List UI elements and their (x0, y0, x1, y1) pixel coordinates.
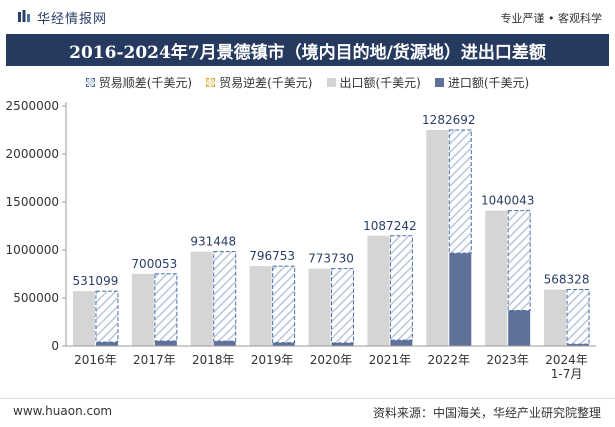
import-bar (95, 342, 118, 346)
export-bar (190, 251, 213, 346)
import-bar (567, 344, 590, 346)
footer: www.huaon.com 资料来源：中国海关，华经产业研究院整理 (0, 398, 615, 427)
surplus-data-label: 931448 (190, 235, 236, 249)
surplus-data-label: 700053 (131, 257, 177, 271)
x-tick-label-line: 2020年 (310, 353, 353, 367)
surplus-data-label: 773730 (308, 252, 354, 266)
x-tick-label-line: 1-7月 (551, 367, 583, 381)
export-bar (367, 235, 390, 346)
slogan: 专业严谨 • 客观科学 (500, 12, 602, 25)
import-bar (154, 341, 177, 346)
y-axis: 0 500000 1000000 1500000 2000000 2500000 (6, 99, 67, 353)
import-bar (449, 253, 472, 346)
bars (72, 129, 590, 346)
x-tick-label-line: 2023年 (486, 353, 529, 367)
x-tick-label-line: 2019年 (251, 353, 294, 367)
export-bar (544, 289, 567, 346)
x-tick-label: 2018年 (192, 353, 235, 367)
legend-swatch-deficit (206, 77, 216, 87)
legend-label-export: 出口额(千美元) (339, 75, 421, 90)
y-tick-label: 1500000 (6, 195, 59, 209)
x-tick-label-line: 2024年 (545, 353, 588, 367)
footer-website: www.huaon.com (13, 404, 113, 418)
import-bar (213, 341, 236, 346)
x-tick-label: 2023年 (486, 353, 529, 367)
surplus-data-label: 1282692 (422, 113, 475, 127)
export-bar (249, 266, 272, 346)
import-bar (331, 342, 354, 346)
x-tick-label-line: 2016年 (74, 353, 117, 367)
x-tick-label: 2016年 (74, 353, 117, 367)
surplus-bar (154, 273, 178, 342)
surplus-bar (272, 265, 296, 344)
export-bar (308, 268, 331, 346)
top-bar: 华经情报网 专业严谨 • 客观科学 (0, 0, 615, 34)
legend-item-import: 进口额(千美元) (434, 73, 530, 91)
x-tick-label: 2020年 (310, 353, 353, 367)
surplus-data-label: 531099 (73, 274, 119, 288)
surplus-bar (95, 290, 119, 343)
export-bar (131, 273, 154, 346)
import-bar (272, 342, 295, 346)
data-labels: 531099 700053 931448 796753 773730 1087242 128… (73, 113, 590, 288)
y-tick-label: 1000000 (6, 243, 59, 257)
surplus-data-label: 568328 (544, 273, 590, 287)
legend-swatch-export (326, 77, 336, 87)
legend-item-surplus: 贸易顺差(千美元) (85, 73, 193, 91)
surplus-bar (331, 268, 354, 344)
legend-label-surplus: 贸易顺差(千美元) (98, 75, 193, 90)
x-tick-label: 2022年 (428, 353, 471, 367)
legend-swatch-import (434, 77, 444, 87)
legend-label-import: 进口额(千美元) (447, 75, 530, 90)
chart-title: 2016-2024年7月景德镇市（境内目的地/货源地）进出口差额 (69, 42, 546, 63)
x-tick-label: 2019年 (251, 353, 294, 367)
y-tick-label: 2000000 (6, 147, 59, 161)
x-tick-label-line: 2018年 (192, 353, 235, 367)
x-tick-label-line: 2017年 (133, 353, 176, 367)
x-axis: 2016年 2017年 2018年 2019年 2020年 2021年 2022年 2023年… (66, 345, 596, 381)
surplus-bar (507, 210, 531, 311)
title-bar: 2016-2024年7月景德镇市（境内目的地/货源地）进出口差额 (6, 34, 609, 66)
y-tick-label: 500000 (13, 291, 59, 305)
surplus-data-label: 796753 (249, 249, 295, 263)
x-tick-label: 2017年 (133, 353, 176, 367)
import-bar (508, 310, 531, 346)
surplus-bar (213, 251, 237, 342)
legend-swatch-surplus (85, 77, 95, 87)
y-tick-label: 0 (51, 339, 59, 353)
export-bar (72, 291, 95, 346)
surplus-data-label: 1040043 (481, 194, 534, 208)
bar-chart: 0 500000 1000000 1500000 2000000 2500000 5310… (6, 99, 596, 381)
legend-label-deficit: 贸易逆差(千美元) (219, 75, 313, 90)
brand-name: 华经情报网 (37, 12, 108, 27)
import-bar (390, 340, 413, 346)
brand: 华经情报网 (17, 8, 107, 27)
x-tick-label: 2021年 (369, 353, 412, 367)
legend-item-export: 出口额(千美元) (326, 73, 421, 91)
export-bar (426, 130, 449, 346)
x-tick-label-line: 2022年 (428, 353, 471, 367)
surplus-bar (389, 235, 413, 341)
export-bar (485, 210, 508, 346)
x-tick-label-line: 2021年 (369, 353, 412, 367)
y-tick-label: 2500000 (6, 99, 59, 113)
surplus-bar (566, 289, 590, 345)
legend: 贸易顺差(千美元) 贸易逆差(千美元) 出口额(千美元) 进口额(千美元) (0, 73, 615, 91)
surplus-bar (448, 129, 472, 254)
legend-item-deficit: 贸易逆差(千美元) (206, 73, 313, 91)
footer-source: 资料来源：中国海关，华经产业研究院整理 (372, 406, 601, 420)
brand-logo-icon (17, 8, 31, 27)
x-tick-label: 2024年 1-7月 (545, 353, 588, 381)
surplus-data-label: 1087242 (363, 219, 416, 233)
